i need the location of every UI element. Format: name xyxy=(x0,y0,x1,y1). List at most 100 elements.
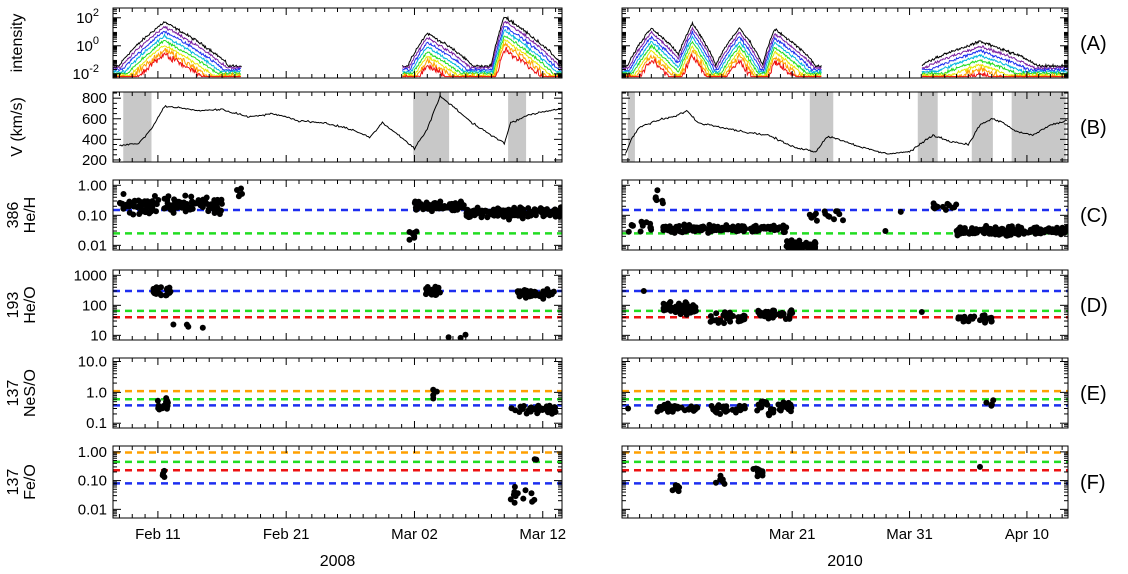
data-point xyxy=(131,203,137,210)
data-point xyxy=(545,209,552,216)
data-point xyxy=(507,208,514,215)
data-point xyxy=(766,412,773,419)
data-point xyxy=(658,403,665,410)
data-point xyxy=(535,408,542,415)
data-point xyxy=(216,211,223,217)
data-point xyxy=(662,301,669,308)
data-point xyxy=(741,405,748,412)
data-point xyxy=(720,312,727,319)
data-point xyxy=(955,315,962,322)
data-point xyxy=(1031,224,1038,231)
ytick-label-feO-2: 1.00 xyxy=(78,444,107,461)
data-point xyxy=(123,203,130,210)
ytick-label-intensity-1: 100 xyxy=(76,35,99,55)
data-point xyxy=(412,204,419,211)
data-point xyxy=(423,291,429,298)
data-point xyxy=(717,472,724,479)
data-point xyxy=(706,221,713,228)
data-point xyxy=(528,404,535,411)
panel-letter-neO: (E) xyxy=(1080,383,1107,405)
ytick-label-heH-1: 0.10 xyxy=(78,207,107,224)
ytick-label-neO-1: 1.0 xyxy=(86,384,107,401)
data-point xyxy=(942,206,949,213)
panel-letter-heO: (D) xyxy=(1080,295,1108,317)
data-point xyxy=(833,208,840,215)
ytick-label-neO-2: 10.0 xyxy=(78,354,107,371)
data-point xyxy=(687,309,694,316)
data-point xyxy=(776,401,783,408)
data-point xyxy=(737,407,744,414)
data-point xyxy=(675,488,682,495)
data-point xyxy=(725,226,732,233)
xtick-label-2010-0: Mar 21 xyxy=(769,526,816,543)
data-point xyxy=(1007,228,1013,235)
intensity-series-0 xyxy=(113,15,562,69)
panel-heO-2010 xyxy=(622,288,1068,327)
data-point xyxy=(136,211,143,217)
data-point xyxy=(535,402,542,409)
data-point xyxy=(462,331,469,338)
data-point xyxy=(142,201,149,208)
panel-intensity-2010 xyxy=(622,20,1068,78)
data-point xyxy=(182,192,189,199)
data-point xyxy=(528,490,535,497)
xtick-label-2010-1: Mar 31 xyxy=(886,526,933,543)
data-point xyxy=(628,222,635,228)
data-point xyxy=(171,196,178,203)
data-point xyxy=(749,225,755,232)
panel-feO-2010 xyxy=(622,451,1068,495)
data-point xyxy=(770,406,777,413)
ytick-label-intensity-0: 10-2 xyxy=(73,63,99,83)
data-point xyxy=(158,284,164,291)
data-point xyxy=(674,482,681,489)
data-point xyxy=(707,313,714,320)
axis-frame-intensity xyxy=(621,7,1069,79)
ytick-label-heH-0: 0.01 xyxy=(78,237,107,254)
axis-frame-velocity xyxy=(621,91,1069,163)
data-point xyxy=(425,201,432,208)
data-point xyxy=(764,401,771,408)
data-point xyxy=(717,411,724,417)
data-point xyxy=(146,210,153,217)
data-point xyxy=(153,208,159,215)
intensity-series-1 xyxy=(113,20,562,71)
data-point xyxy=(197,202,204,209)
data-point xyxy=(211,210,218,216)
ylabel-heO-1: He/O xyxy=(22,286,39,323)
data-point xyxy=(712,479,719,486)
ylabel-feO-1: Fe/O xyxy=(22,464,39,500)
data-point xyxy=(517,208,524,215)
ylabel-neO-1: NeS/O xyxy=(22,369,39,417)
data-point xyxy=(981,313,988,320)
data-point xyxy=(787,308,794,315)
data-point xyxy=(511,483,518,490)
data-point xyxy=(821,208,828,215)
data-point xyxy=(238,185,244,192)
data-point xyxy=(516,409,523,415)
data-point xyxy=(726,314,733,321)
data-point xyxy=(162,292,169,299)
data-point xyxy=(1045,227,1052,234)
data-point xyxy=(146,204,153,211)
data-point xyxy=(541,406,548,413)
data-point xyxy=(637,228,644,235)
data-point xyxy=(449,207,456,214)
cme-shading-2 xyxy=(917,92,938,162)
data-point xyxy=(676,228,683,235)
data-point xyxy=(1041,229,1048,236)
axis-frame-feO xyxy=(621,445,1069,519)
data-point xyxy=(157,291,164,298)
intensity-series-0 xyxy=(622,20,1068,70)
intensity-series-2 xyxy=(113,25,562,73)
data-point xyxy=(677,307,684,314)
ylabel-velocity-0: V (km/s) xyxy=(9,97,26,157)
data-point xyxy=(795,246,802,250)
ylabel-neO-0: 137 xyxy=(5,380,22,407)
data-point xyxy=(995,228,1002,235)
axis-frame-neO xyxy=(112,357,563,429)
data-point xyxy=(688,224,695,231)
data-point xyxy=(771,310,778,317)
data-point xyxy=(517,291,524,298)
data-point xyxy=(721,320,727,327)
data-point xyxy=(555,208,562,215)
